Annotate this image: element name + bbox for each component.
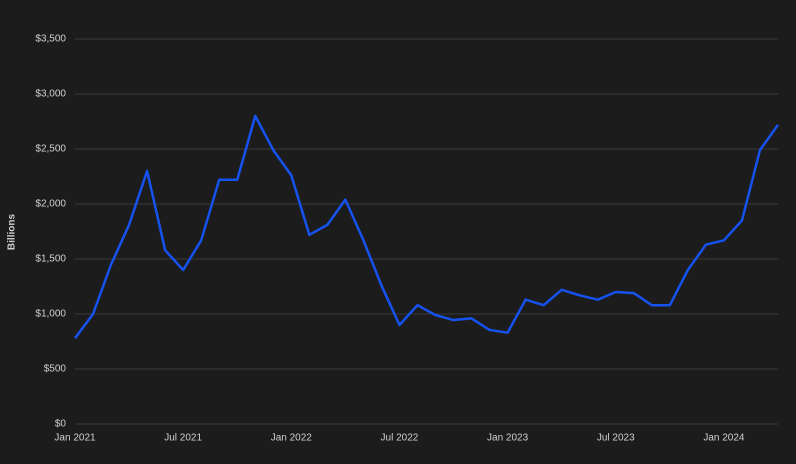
x-tick-label: Jan 2021: [54, 433, 96, 444]
y-axis-label: Billions: [7, 214, 18, 251]
y-tick-label: $1,000: [35, 309, 66, 320]
x-tick-label: Jul 2022: [381, 433, 419, 444]
x-tick-label: Jul 2021: [164, 433, 202, 444]
y-tick-label: $3,000: [35, 89, 66, 100]
y-tick-label: $500: [44, 364, 67, 375]
y-tick-label: $2,000: [35, 199, 66, 210]
y-tick-label: $0: [55, 419, 67, 430]
x-tick-label: Jul 2023: [597, 433, 635, 444]
x-tick-label: Jan 2023: [487, 433, 529, 444]
y-tick-label: $2,500: [35, 144, 66, 155]
y-tick-label: $1,500: [35, 254, 66, 265]
x-tick-label: Jan 2022: [271, 433, 313, 444]
y-tick-label: $3,500: [35, 34, 66, 45]
x-tick-label: Jan 2024: [703, 433, 745, 444]
line-series: [73, 114, 780, 339]
